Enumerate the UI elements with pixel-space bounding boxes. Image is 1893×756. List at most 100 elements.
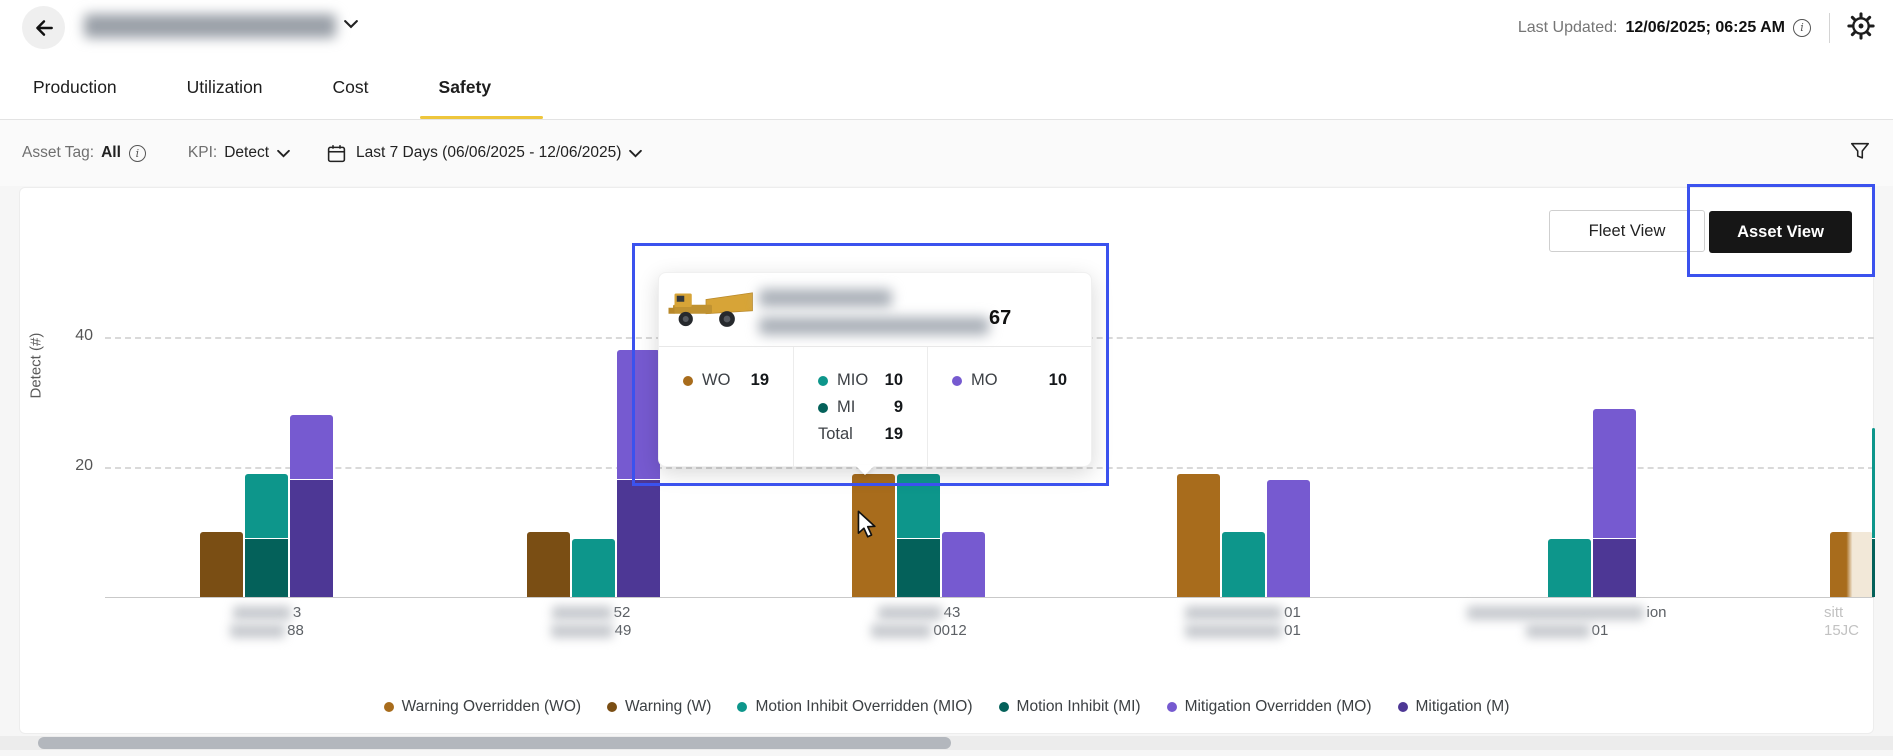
wo-color-dot [683, 375, 693, 386]
x-label-g5-line1: ion [1437, 604, 1697, 621]
x-label-redacted [551, 605, 612, 620]
chevron-down-icon [277, 149, 290, 158]
filter-funnel-button[interactable] [1849, 140, 1871, 167]
horizontal-scrollbar-thumb[interactable] [38, 737, 951, 749]
kpi-value[interactable]: Detect [224, 144, 270, 161]
tooltip-divider [659, 346, 1091, 347]
x-label-g2-line2: 49 [461, 622, 721, 639]
bar-g2-MO[interactable] [617, 350, 660, 480]
mio-color-dot [818, 375, 828, 386]
tooltip-row-mio: MIO 10 [794, 367, 927, 394]
asset-view-button[interactable]: Asset View [1709, 211, 1852, 253]
asset-id-suffix: 67 [989, 307, 1012, 329]
fleet-view-button[interactable]: Fleet View [1549, 210, 1705, 252]
tab-bar: Production Utilization Cost Safety [0, 55, 1893, 120]
y-tick-40: 40 [75, 327, 93, 344]
legend-item-MO[interactable]: Mitigation Overridden (MO) [1166, 698, 1372, 716]
calendar-icon [326, 143, 347, 164]
asset-tag-value[interactable]: All [101, 144, 121, 161]
bar-g2-M[interactable] [617, 480, 660, 597]
x-label-redacted [1467, 605, 1645, 620]
bar-g1-M[interactable] [290, 480, 333, 597]
legend-item-M[interactable]: Mitigation (M) [1397, 698, 1510, 716]
x-label-redacted [1525, 623, 1590, 638]
tooltip-arrow [855, 465, 875, 475]
kpi-dropdown[interactable] [277, 149, 290, 158]
tab-production[interactable]: Production [33, 76, 117, 97]
bar-g4-MIO[interactable] [1222, 532, 1265, 597]
bar-g3-MI[interactable] [897, 538, 940, 597]
x-label-g5-line2: 01 [1437, 622, 1697, 639]
bar-g4-WO[interactable] [1177, 473, 1220, 597]
x-label-g4-line1: 01 [1113, 604, 1373, 621]
bar-g1-W[interactable] [200, 532, 243, 597]
date-range-dropdown[interactable] [629, 149, 643, 158]
x-label-g6-line1: sitt [1824, 604, 1893, 621]
tooltip-series-value: 19 [884, 425, 903, 443]
bar-g5-MIO[interactable] [1548, 538, 1591, 597]
m-color-dot [1397, 702, 1408, 712]
tab-safety[interactable]: Safety [438, 76, 492, 97]
tooltip-series-label: MI [837, 398, 856, 416]
x-label-text: 15JC [1824, 622, 1860, 639]
x-label-suffix: 3 [292, 604, 302, 621]
asset-name-redacted [759, 289, 892, 307]
bar-g1-MIO[interactable] [245, 473, 288, 539]
back-button[interactable] [22, 6, 65, 49]
bar-g3-WO[interactable] [852, 473, 895, 597]
last-updated: Last Updated: 12/06/2025; 06:25 AM i [1518, 0, 1830, 55]
mo-color-dot [952, 375, 962, 386]
tooltip-row-mo: MO 10 [928, 367, 1091, 394]
legend-label: Motion Inhibit (MI) [1016, 698, 1141, 715]
bar-g4-MO[interactable] [1267, 480, 1310, 597]
legend-label: Warning Overridden (WO) [401, 698, 582, 715]
active-tab-underline [420, 115, 543, 119]
tabs: Production Utilization Cost Safety [33, 55, 491, 119]
bar-g5-MO[interactable] [1593, 408, 1636, 539]
bar-g2-MIO[interactable] [572, 538, 615, 597]
legend-item-W[interactable]: Warning (W) [607, 698, 711, 716]
asset-id-redacted [759, 317, 989, 335]
x-label-g3-line2: 0012 [789, 622, 1049, 639]
settings-button[interactable] [1847, 12, 1875, 45]
x-label-redacted [230, 623, 286, 638]
tab-cost[interactable]: Cost [332, 76, 369, 97]
info-icon[interactable]: i [1793, 18, 1811, 37]
x-label-suffix: 01 [1284, 604, 1301, 621]
asset-group-title-redacted [84, 14, 336, 38]
bar-g1-MI[interactable] [245, 538, 288, 597]
legend-item-WO[interactable]: Warning Overridden (WO) [383, 698, 582, 716]
title-chevron[interactable] [344, 16, 358, 34]
legend-label: Warning (W) [625, 698, 712, 715]
tooltip-series-label: MIO [837, 371, 869, 389]
x-label-suffix: ion [1646, 604, 1667, 621]
legend-item-MI[interactable]: Motion Inhibit (MI) [998, 698, 1141, 716]
legend-label: Mitigation (M) [1415, 698, 1510, 715]
wo-color-dot [383, 702, 394, 712]
bar-g5-M[interactable] [1593, 538, 1636, 597]
bar-g3-MIO[interactable] [897, 473, 940, 539]
tab-utilization[interactable]: Utilization [186, 76, 263, 97]
x-label-redacted [232, 605, 291, 620]
kpi-label: KPI: [187, 144, 218, 161]
bar-g2-W[interactable] [527, 532, 570, 597]
x-label-redacted [1185, 623, 1283, 638]
bar-g6-MI[interactable] [1872, 538, 1875, 597]
info-icon[interactable]: i [128, 144, 146, 162]
bar-g6-MIO[interactable] [1872, 428, 1875, 539]
mi-color-dot [818, 402, 828, 413]
bar-g1-MO[interactable] [290, 415, 333, 480]
back-arrow-icon [35, 19, 53, 36]
tooltip-row-mi: MI 9 [794, 394, 927, 421]
date-range-value[interactable]: Last 7 Days (06/06/2025 - 12/06/2025) [356, 144, 622, 161]
y-tick-20: 20 [75, 457, 93, 474]
x-label-suffix: 88 [287, 622, 304, 639]
x-label-suffix: 49 [614, 622, 632, 639]
bar-g3-MO[interactable] [942, 532, 985, 597]
filter-bar: Asset Tag: All i KPI: Detect Last 7 Days… [0, 120, 1893, 186]
x-label-redacted [877, 605, 942, 620]
bar-g6-WO[interactable] [1830, 532, 1873, 597]
mo-color-dot [1166, 702, 1177, 712]
chart-legend: Warning Overridden (WO) Warning (W) Motion… [0, 698, 1893, 716]
legend-item-MIO[interactable]: Motion Inhibit Overridden (MIO) [737, 698, 973, 716]
